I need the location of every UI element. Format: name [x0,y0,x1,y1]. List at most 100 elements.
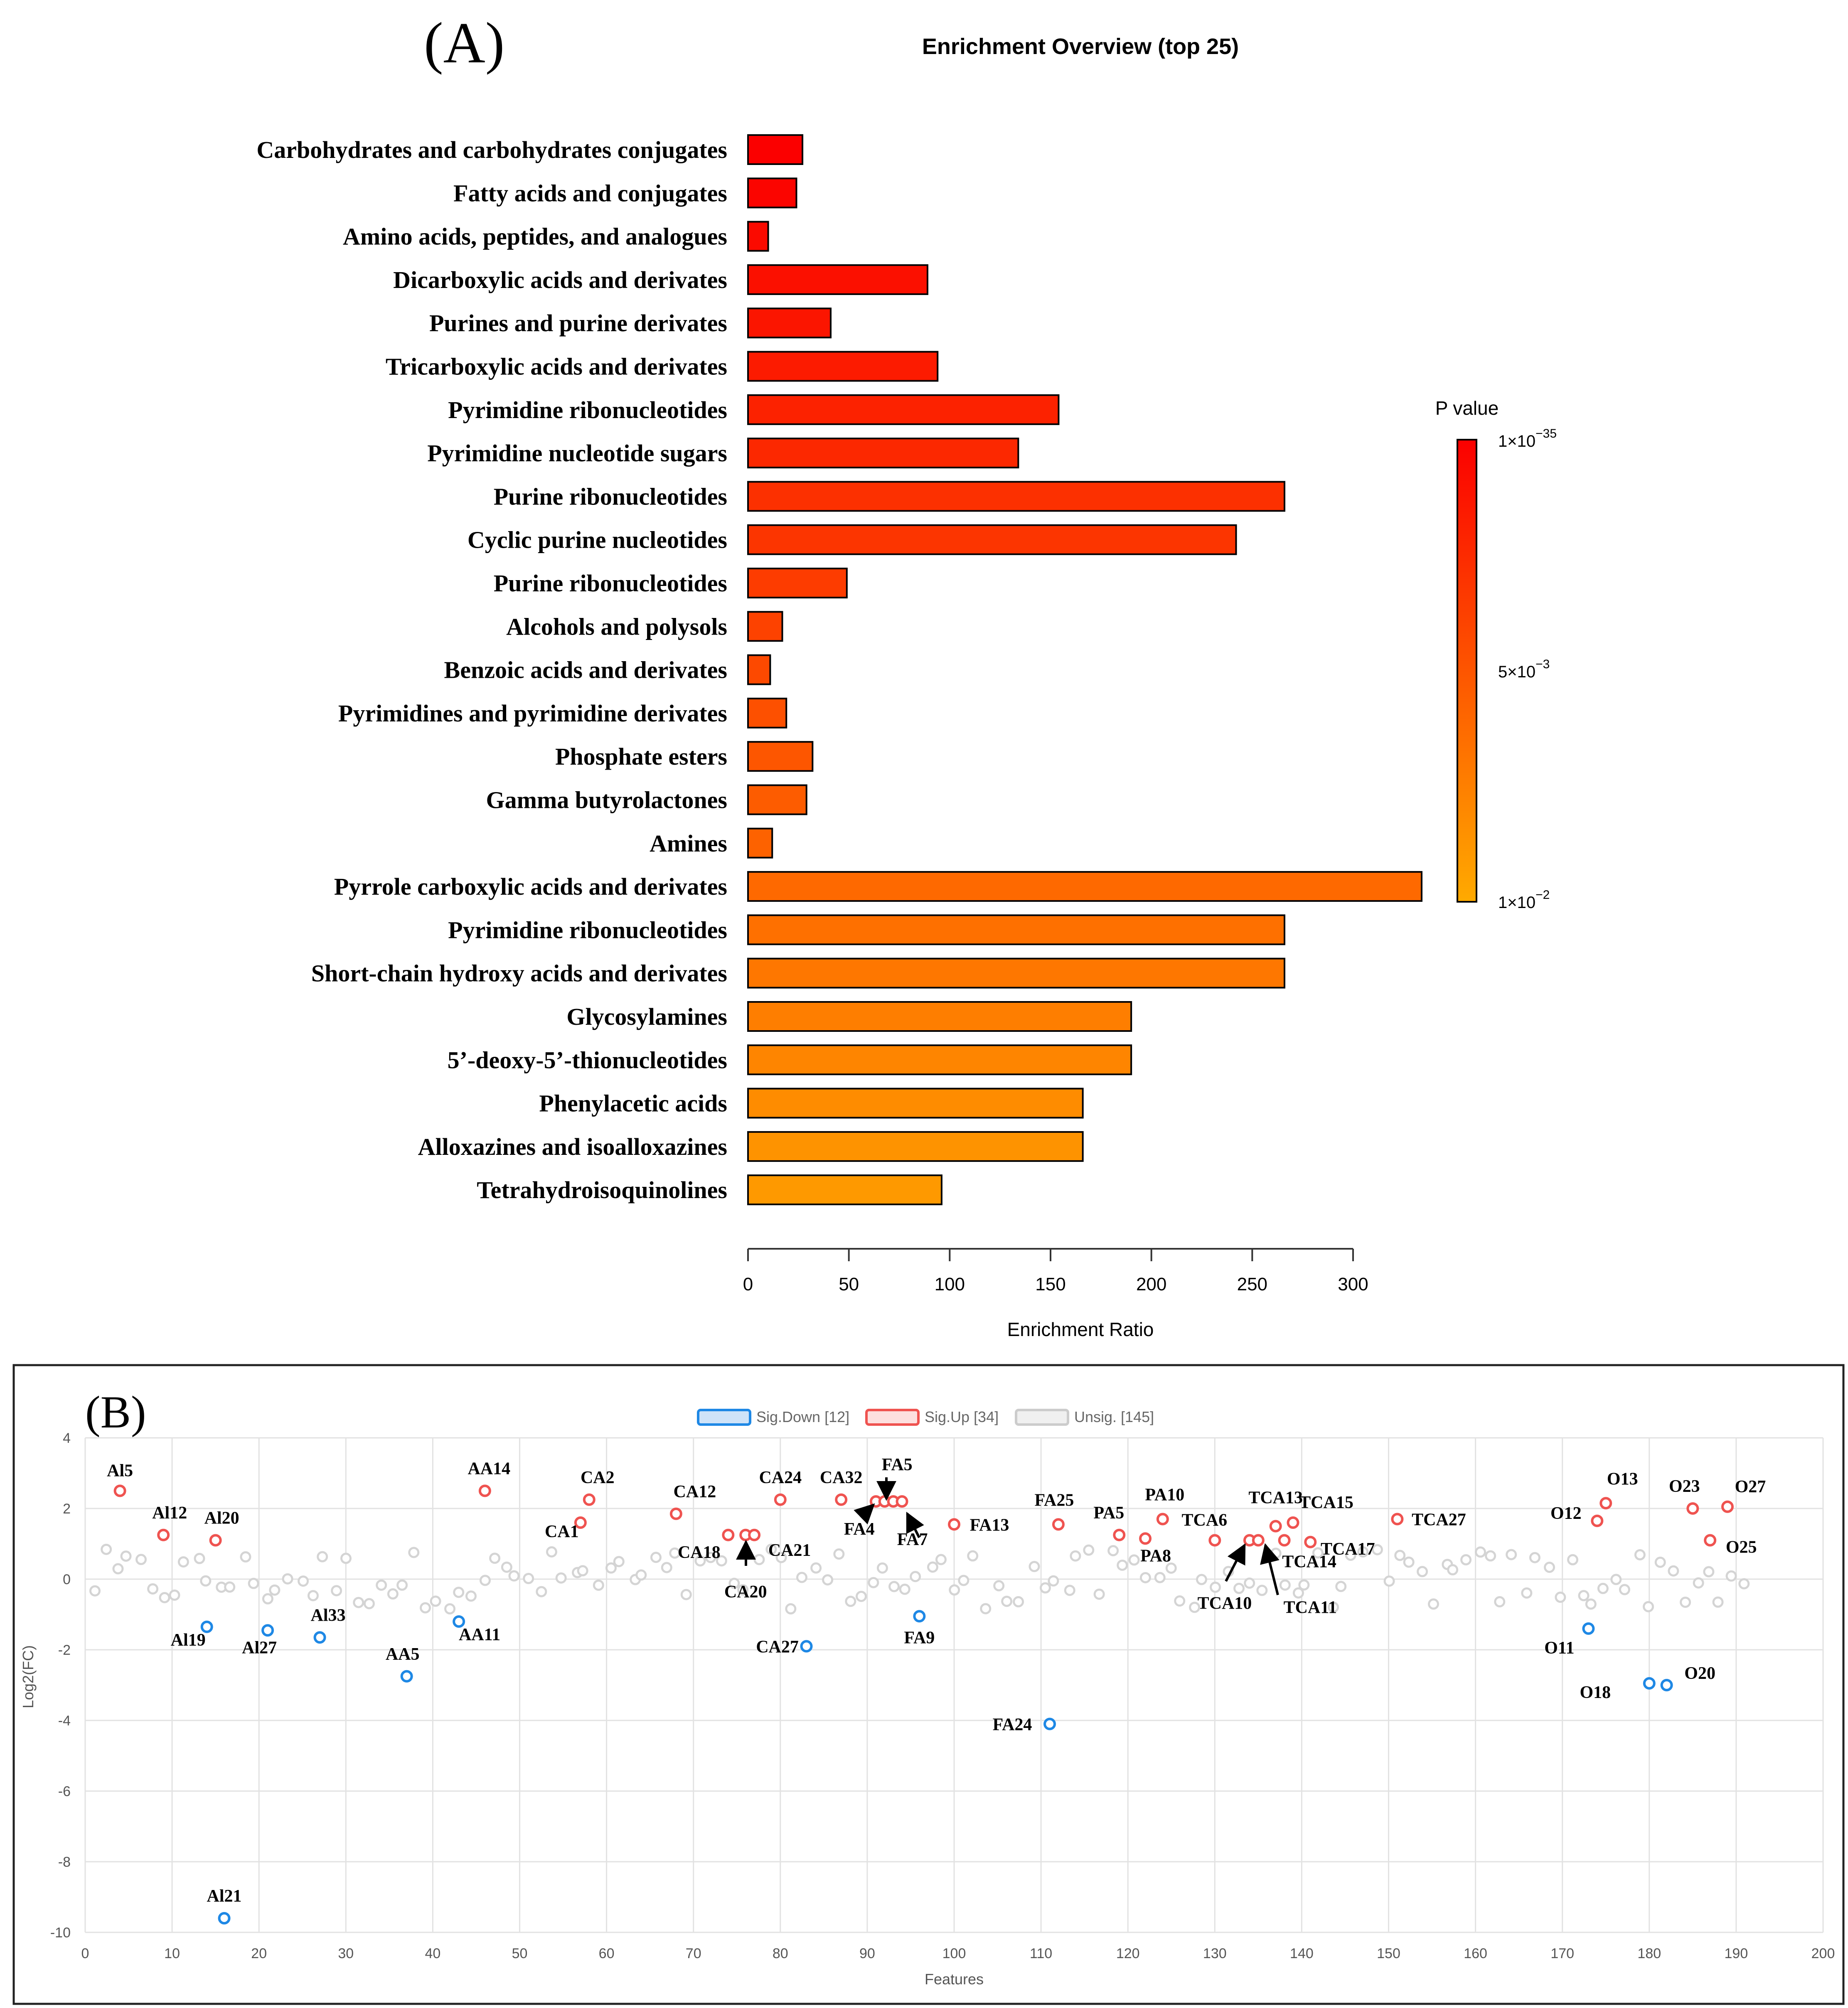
point-label: TCA14 [1282,1553,1336,1572]
legend-swatch-up [865,1409,920,1426]
up-point [774,1493,787,1506]
x-tick-label: 150 [1035,1274,1065,1294]
unsig-point [1521,1587,1533,1599]
unsig-point [1189,1602,1201,1613]
x-tick-label: 110 [1030,1946,1052,1961]
category-labels: Carbohydrates and carbohydrates conjugat… [256,136,727,1203]
unsig-point [1001,1595,1013,1607]
unsig-point [340,1553,352,1564]
up-point [113,1484,126,1497]
unsig-point [765,1543,777,1555]
unsig-point [353,1597,364,1608]
category-label: Pyrimidine ribonucleotides [448,916,727,943]
unsig-point [810,1562,822,1574]
category-label: Amines [650,830,727,857]
unsig-point [200,1575,212,1587]
x-tick-label: 50 [512,1946,528,1961]
point-label: TCA13 [1248,1489,1303,1508]
category-label: Short-chain hydroxy acids and derivates [311,960,727,987]
category-label: Benzoic acids and derivates [444,657,727,684]
bar [747,438,1019,469]
unsig-point [635,1569,647,1581]
unsig-point [1233,1582,1245,1594]
unsig-point [661,1562,672,1573]
bar [747,394,1060,425]
unsig-point [1567,1554,1579,1565]
unsig-point [101,1543,112,1555]
unsig-point [669,1547,681,1559]
unsig-point [298,1575,309,1587]
point-label: CA1 [545,1522,579,1541]
down-point [218,1912,231,1924]
unsig-point [796,1572,807,1583]
bar [747,611,783,642]
point-label: CA2 [581,1468,615,1487]
unsig-point [1383,1575,1395,1587]
category-label: 5’-deoxy-5’-thionucleotides [448,1046,727,1073]
x-tick-label: 150 [1377,1946,1400,1961]
bar [747,697,787,728]
bar [747,134,804,165]
category-label: Purines and purine derivates [429,310,727,337]
unsig-point [501,1561,512,1573]
up-point [583,1493,595,1506]
unsig-point [1585,1598,1597,1610]
unsig-point [1394,1550,1406,1561]
unsig-point [1475,1546,1486,1558]
point-label: Al33 [311,1606,346,1625]
axis-ticks: 0 10 20 30 40 50 60 70 80 90 100 110 120 130 140 150 160… [50,1430,1835,1961]
x-tick-label: 250 [1237,1274,1267,1294]
colorbar-bottom-label: 1×10−2 [1498,888,1550,912]
category-label: Alcohols and polysols [506,613,727,640]
y-tick-label: -4 [58,1713,71,1729]
unsig-point [1447,1564,1459,1575]
x-tick-label: 140 [1290,1946,1314,1961]
unsig-point [1634,1549,1646,1560]
category-label: Fatty acids and conjugates [453,180,727,207]
point-label: O11 [1544,1639,1574,1658]
unsig-point [269,1584,281,1596]
point-label: O23 [1669,1477,1700,1496]
unsig-point [120,1550,132,1562]
unsig-point [523,1572,534,1584]
up-point [896,1495,908,1508]
annotation-arrows [736,1477,1280,1595]
point-label: CA18 [678,1543,721,1562]
unsig-point [1460,1554,1472,1565]
unsig-point [248,1577,259,1589]
point-label: CA21 [768,1541,811,1560]
unsig-point [1668,1565,1679,1577]
point-label: Al20 [204,1509,239,1528]
point-label: FA5 [882,1455,913,1474]
category-label: Carbohydrates and carbohydrates conjugat… [256,136,727,163]
bar [747,351,939,382]
bar [747,264,928,295]
unsig-point [420,1602,431,1614]
bar [747,568,848,598]
unsig-point [1174,1595,1186,1607]
unsig-point [376,1580,387,1591]
y-tick-label: 4 [63,1430,71,1446]
panel-a: (A) Enrichment Overview (top 25) Carbohy… [256,11,1557,1340]
unsig-point [1210,1581,1221,1593]
unsig-point [593,1580,604,1591]
up-point [1721,1500,1734,1513]
point-label: CA12 [674,1482,716,1501]
unsig-point [135,1554,147,1565]
unsig-point [694,1555,706,1567]
point-label: FA24 [993,1715,1032,1735]
unsig-point [453,1587,465,1598]
x-tick-label: 190 [1725,1946,1748,1961]
unsig-point [1292,1587,1304,1599]
unsig-point [465,1590,477,1602]
x-tick-label: 300 [1338,1274,1368,1294]
unsig-point [577,1565,588,1577]
unsig-point [753,1554,765,1565]
x-tick-label: 200 [1136,1274,1166,1294]
bar [747,221,769,252]
x-axis-label: Features [925,1971,984,1988]
x-tick-label: 130 [1203,1946,1227,1961]
point-label: FA13 [970,1516,1009,1535]
bar-group [747,134,1423,1206]
unsig-point [363,1598,375,1609]
